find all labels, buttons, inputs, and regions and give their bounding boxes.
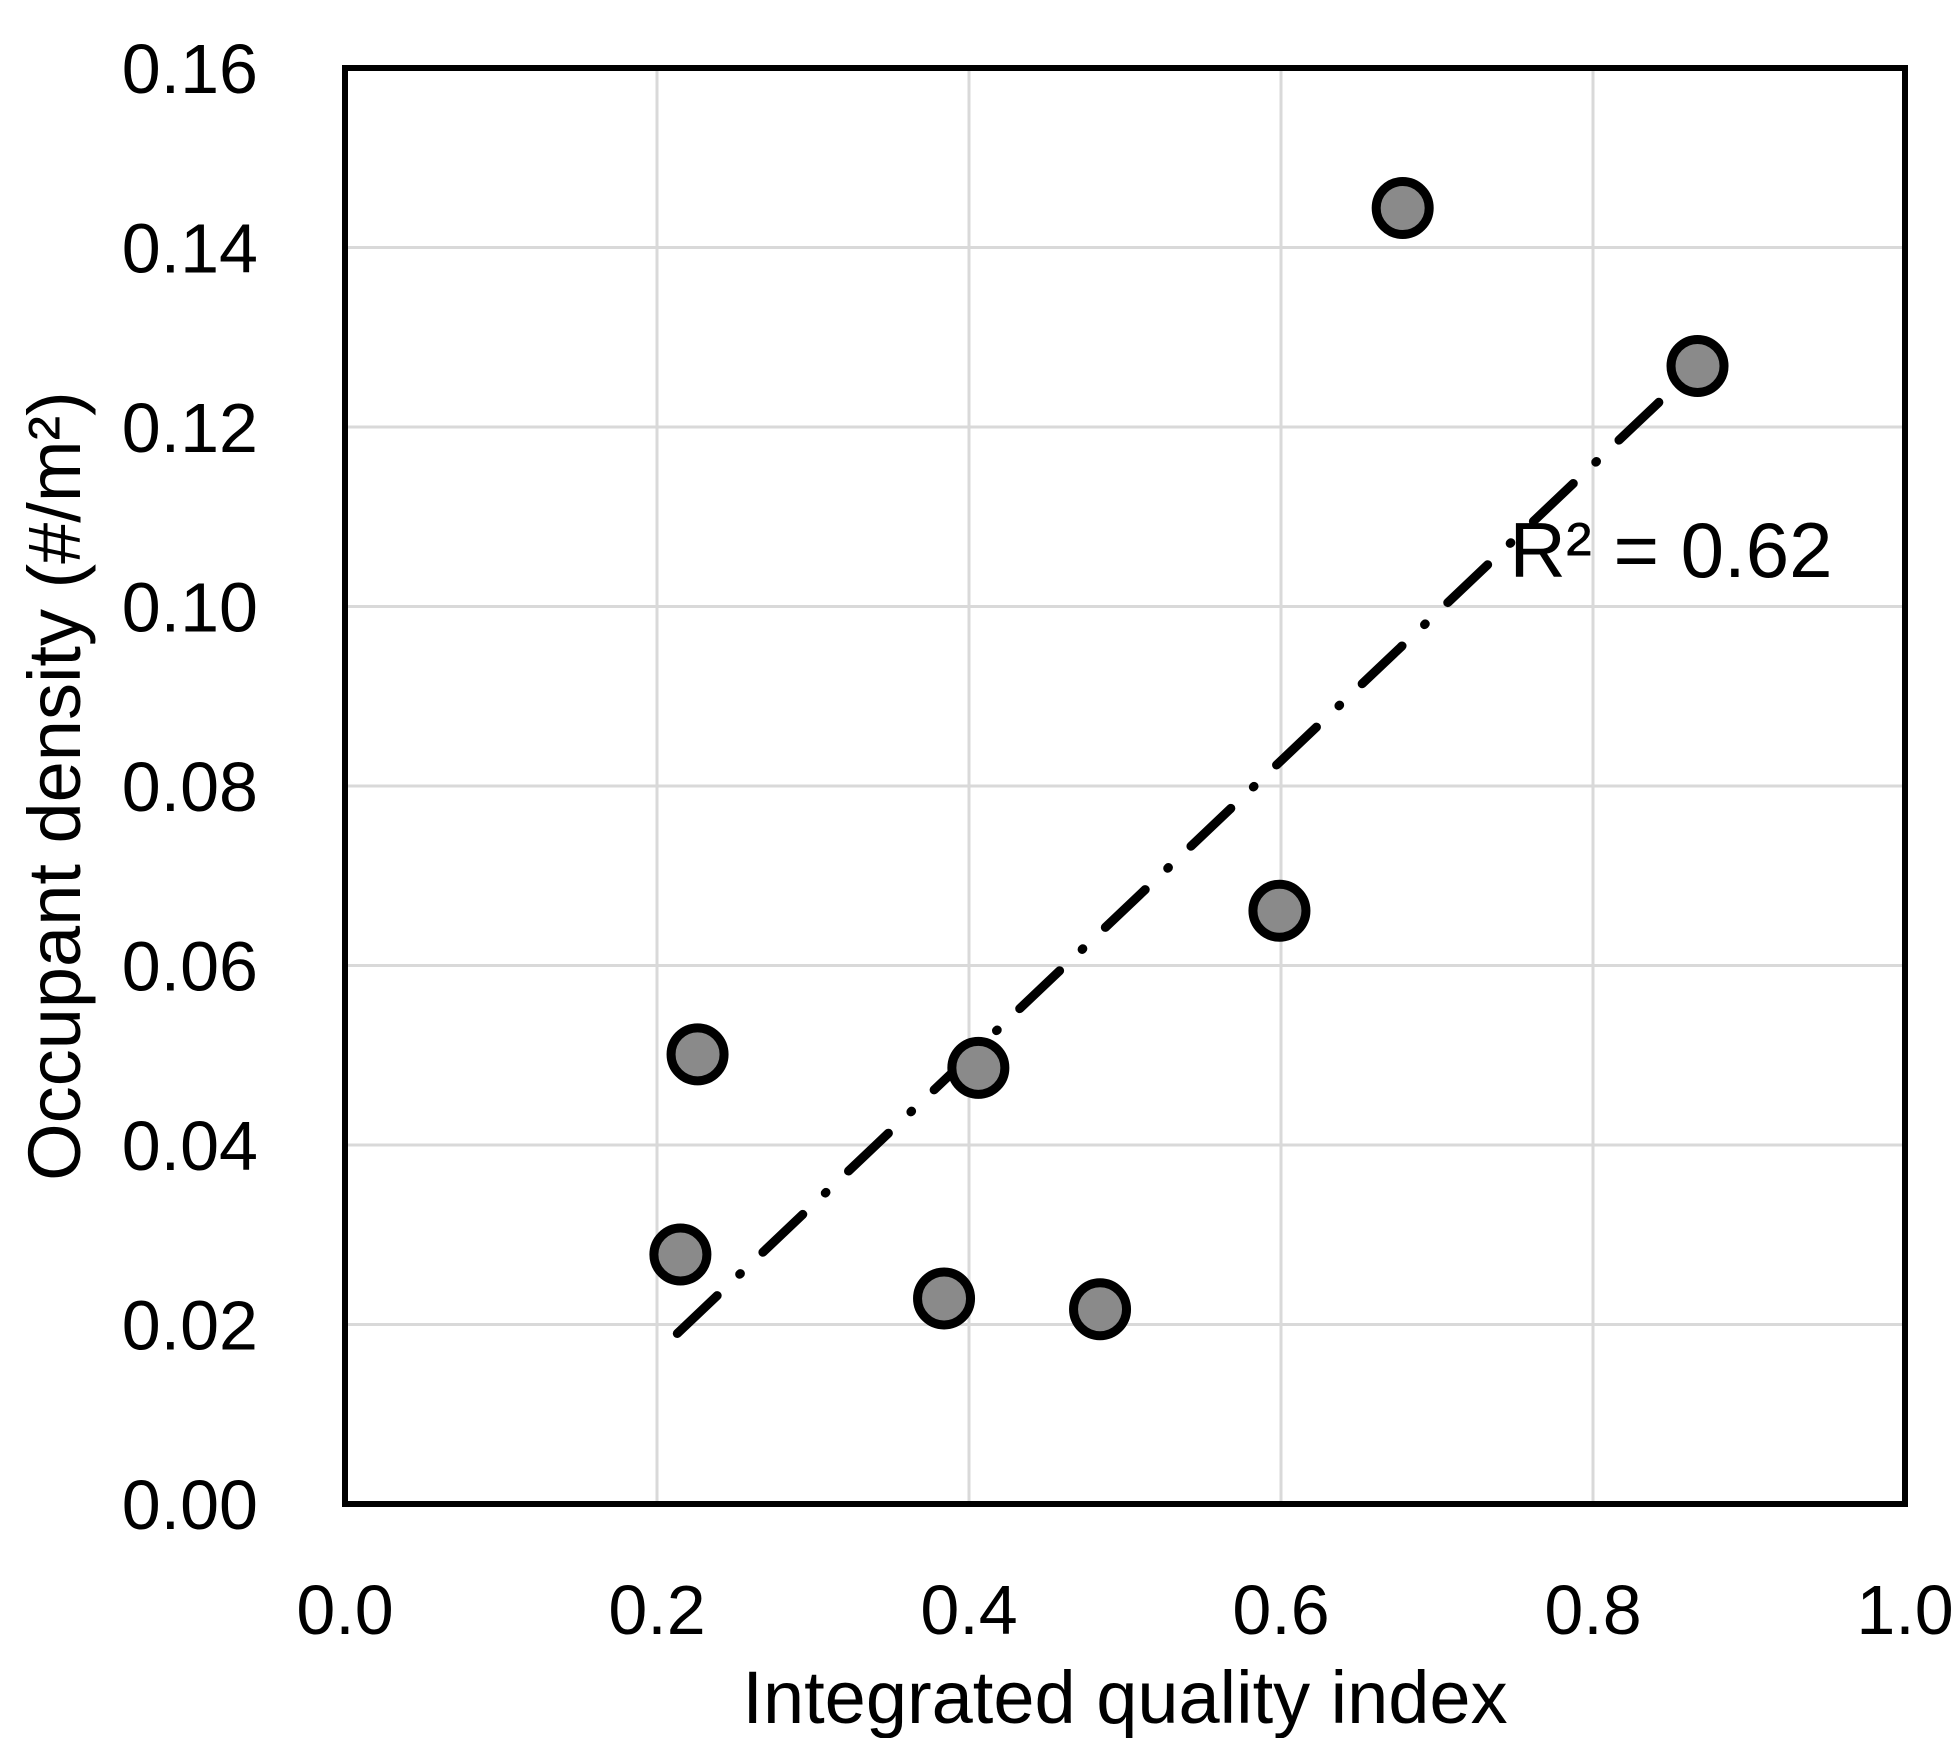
x-tick-label: 0.2 xyxy=(608,1571,705,1649)
gridlines xyxy=(345,68,1905,1504)
y-tick-label: 0.04 xyxy=(122,1107,258,1185)
y-tick-label: 0.06 xyxy=(122,928,258,1006)
x-axis-title: Integrated quality index xyxy=(742,1656,1507,1738)
y-tick-label: 0.00 xyxy=(122,1466,258,1544)
y-tick-label: 0.12 xyxy=(122,389,258,467)
data-point xyxy=(1248,879,1311,942)
data-point xyxy=(947,1036,1010,1099)
x-tick-label: 0.8 xyxy=(1544,1571,1641,1649)
x-tick-labels: 0.0 0.2 0.4 0.6 0.8 1.0 xyxy=(296,1571,1953,1649)
data-points xyxy=(649,177,1729,1341)
y-tick-label: 0.02 xyxy=(122,1287,258,1365)
y-tick-label: 0.16 xyxy=(122,30,258,108)
x-tick-label: 1.0 xyxy=(1856,1571,1953,1649)
x-tick-label: 0.6 xyxy=(1232,1571,1329,1649)
plot-border xyxy=(342,65,1908,1507)
y-axis-title: Occupant density (#/m²) xyxy=(13,391,96,1181)
trendline xyxy=(672,359,1704,1338)
trendline-group xyxy=(672,359,1704,1338)
y-tick-label: 0.14 xyxy=(122,210,258,288)
r-squared-annotation: R² = 0.62 xyxy=(1509,506,1832,594)
data-point xyxy=(1069,1278,1132,1341)
data-point xyxy=(913,1267,976,1330)
data-point xyxy=(666,1023,729,1086)
data-point xyxy=(1666,334,1729,397)
y-tick-label: 0.08 xyxy=(122,748,258,826)
data-point xyxy=(1371,177,1434,240)
y-tick-labels: 0.00 0.02 0.04 0.06 0.08 0.10 0.12 0.14 0.16 xyxy=(122,30,258,1544)
data-point xyxy=(649,1223,712,1286)
x-tick-label: 0.0 xyxy=(296,1571,393,1649)
y-tick-label: 0.10 xyxy=(122,569,258,647)
x-tick-label: 0.4 xyxy=(920,1571,1017,1649)
